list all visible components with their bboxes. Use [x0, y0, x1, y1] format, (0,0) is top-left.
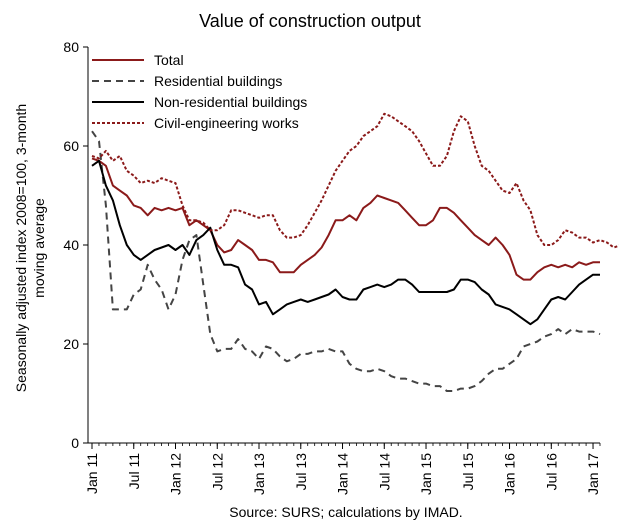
plot-area: 0 20 40 60 80 Jan 11 Jul 11 Jan 12 Jul 12 Jan 13 J…	[63, 39, 619, 495]
x-tick-label: Jan 12	[168, 453, 184, 495]
y-tick-label: 20	[63, 336, 79, 352]
x-tick-label: Jan 11	[84, 453, 100, 494]
x-tick-label: Jan 14	[335, 453, 351, 495]
series-line-1	[91, 130, 601, 392]
source-note: Source: SURS; calculations by IMAD.	[229, 504, 462, 520]
y-tick-label: 60	[63, 138, 79, 154]
legend: Total Residential buildings Non-residentia…	[92, 52, 307, 131]
legend-label-2: Non-residential buildings	[154, 94, 307, 110]
x-tick-label: Jan 13	[251, 453, 267, 495]
y-tick-label: 40	[63, 237, 79, 253]
y-tick-label: 80	[63, 39, 79, 55]
legend-label-3: Civil-engineering works	[154, 115, 299, 131]
x-tick-label: Jan 16	[502, 453, 518, 495]
series-line-0	[91, 157, 600, 281]
x-tick-label: Jul 13	[293, 453, 309, 491]
series-line-3	[91, 112, 619, 249]
y-tick-label: 0	[71, 435, 79, 451]
x-tick-label: Jan 15	[418, 453, 434, 495]
x-tick-label: Jul 15	[460, 453, 476, 491]
legend-label-0: Total	[154, 52, 184, 68]
x-tick-label: Jul 16	[543, 453, 559, 491]
x-tick-label: Jul 12	[209, 453, 225, 491]
series-line-2	[91, 159, 600, 326]
y-axis-label: Seasonally adjusted index 2008=100, 3-mo…	[13, 104, 47, 392]
x-tick-label: Jul 11	[126, 453, 142, 490]
y-axis-label-line2: moving average	[31, 198, 47, 298]
x-tick-label: Jan 17	[585, 453, 601, 495]
y-axis-label-line1: Seasonally adjusted index 2008=100, 3-mo…	[13, 104, 29, 392]
x-tick-label: Jul 14	[376, 453, 392, 491]
legend-label-1: Residential buildings	[154, 73, 282, 89]
chart-title: Value of construction output	[199, 11, 421, 31]
